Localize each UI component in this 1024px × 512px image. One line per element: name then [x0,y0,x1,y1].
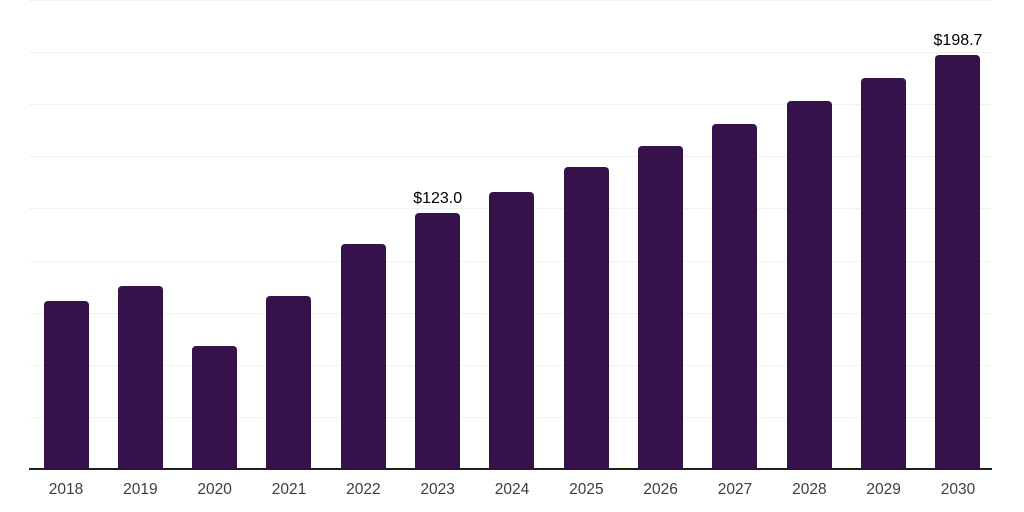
data-label-2023: $123.0 [413,189,463,207]
bar-2022[interactable] [340,243,386,469]
bar-2026[interactable] [638,145,684,469]
x-tick-label-2030: 2030 [940,481,976,498]
gridline-y-150 [29,156,992,158]
bar-2024[interactable] [489,191,535,469]
x-tick-label-2026: 2026 [643,481,678,498]
data-label-2030: $198.7 [933,31,983,49]
x-tick-label-2028: 2028 [792,481,827,498]
plot-area: $123.0 $198.7 [29,0,992,470]
bar-2023[interactable] [415,212,461,469]
x-tick-label-2019: 2019 [123,481,158,498]
x-tick-label-2021: 2021 [271,481,307,498]
x-tick-label-2027: 2027 [717,481,753,498]
x-tick-label-2024: 2024 [494,481,530,498]
x-axis-line [29,468,992,470]
gridline-y-225 [29,0,992,1]
x-tick-label-2018: 2018 [48,481,84,498]
gridline-y-200 [29,52,992,54]
bar-2027[interactable] [712,124,758,469]
bar-2030[interactable] [935,54,981,469]
x-tick-label-2022: 2022 [346,481,381,498]
bar-2020[interactable] [192,346,238,469]
x-tick-label-2023: 2023 [420,481,455,498]
x-tick-label-2029: 2029 [866,481,901,498]
bar-2029[interactable] [861,77,907,469]
x-tick-label-2025: 2025 [569,481,604,498]
bar-2019[interactable] [117,286,163,469]
x-tick-label-2020: 2020 [197,481,232,498]
bar-2028[interactable] [786,100,832,469]
bar-2021[interactable] [266,296,312,469]
bar-2025[interactable] [563,166,609,469]
gridline-y-175 [29,104,992,106]
bar-2018[interactable] [43,301,89,469]
